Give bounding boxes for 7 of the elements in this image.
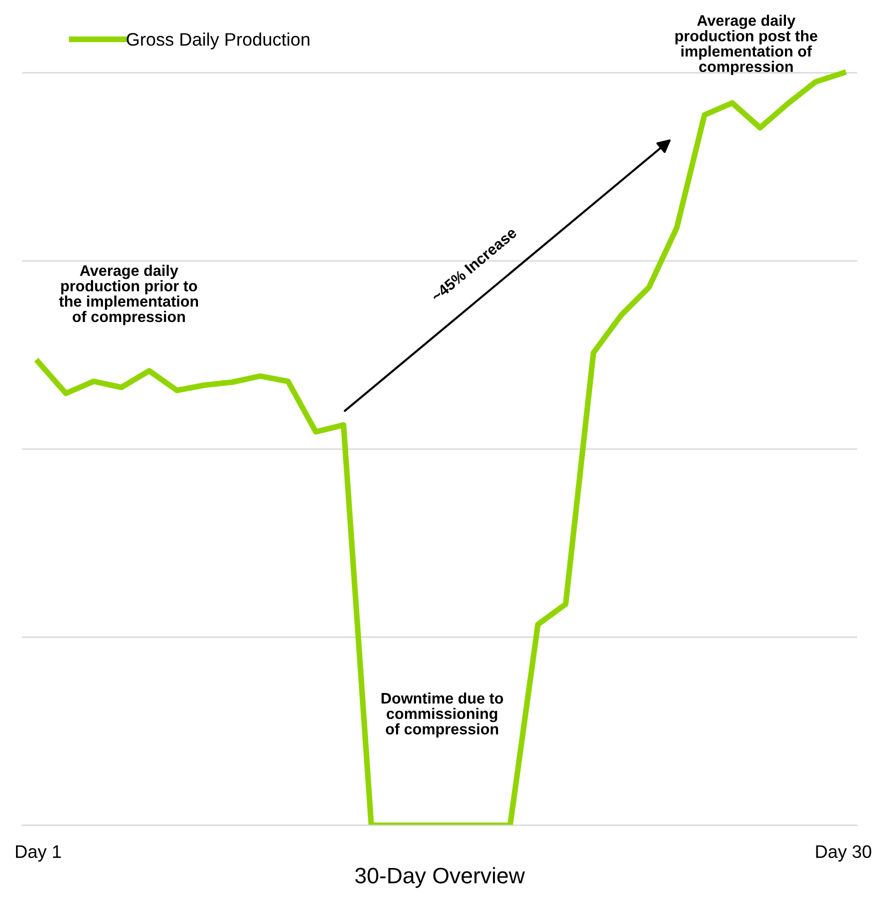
annotation: Downtime due to commissioning of compression (382, 692, 504, 738)
x-tick-label: Day 30 (816, 845, 872, 862)
x-axis-title: 30-Day Overview (355, 867, 525, 888)
legend-label: Gross Daily Production (126, 32, 310, 50)
annotation: Average daily production prior to the implementation of compression (59, 264, 198, 326)
x-tick-label: Day 1 (16, 845, 61, 862)
annotation: Average daily production post the implementation of compression (675, 14, 818, 76)
